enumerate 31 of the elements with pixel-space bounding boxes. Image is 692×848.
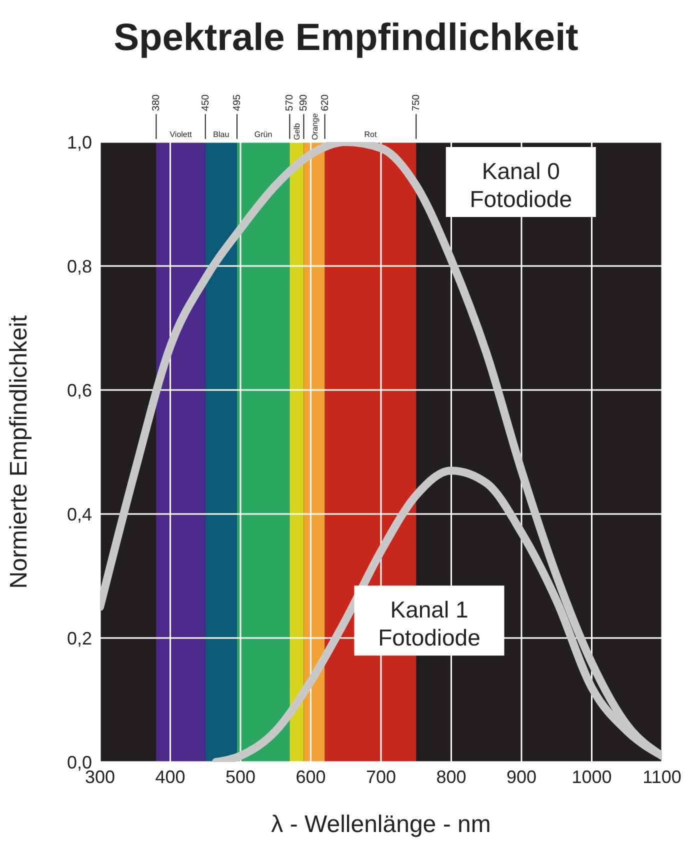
y-tick-label: 0,8 <box>66 256 92 276</box>
band-label: Gelb <box>292 122 302 140</box>
x-tick-label: 1000 <box>572 766 612 787</box>
band-label: Orange <box>310 112 320 140</box>
band-label: Violett <box>170 130 193 139</box>
band-label: Grün <box>254 130 272 139</box>
series-label: Kanal 0 Fotodiode <box>470 158 572 212</box>
x2-tick-label: 450 <box>200 94 212 112</box>
x-tick-label: 600 <box>296 766 326 787</box>
x-tick-label: 1100 <box>642 766 682 787</box>
x-tick-label: 500 <box>225 766 256 787</box>
x2-tick-label: 570 <box>284 94 296 112</box>
series-label: Kanal 1 Fotodiode <box>378 596 480 651</box>
x2-tick-label: 495 <box>232 94 243 112</box>
x-axis-title: λ - Wellenlänge - nm <box>271 811 491 838</box>
x2-tick-label: 590 <box>298 94 310 112</box>
band-label: Rot <box>364 130 378 139</box>
band-label: Blau <box>213 130 230 139</box>
x2-tick-label: 750 <box>411 94 422 112</box>
x-tick-label: 400 <box>155 766 186 787</box>
y-tick-label: 0,4 <box>66 504 92 524</box>
x2-tick-label: 620 <box>320 94 331 112</box>
x-tick-label: 700 <box>366 766 396 787</box>
y-tick-label: 1,0 <box>66 132 92 152</box>
x-tick-label: 900 <box>506 766 537 787</box>
chart-title: Spektrale Empfindlichkeit <box>112 16 580 61</box>
x2-tick-label: 380 <box>151 94 162 112</box>
x-tick-label: 800 <box>436 766 466 787</box>
y-axis-title: Normierte Empfindlichkeit <box>6 314 33 589</box>
y-tick-label: 0,2 <box>66 628 92 648</box>
y-tick-label: 0,6 <box>66 380 92 400</box>
